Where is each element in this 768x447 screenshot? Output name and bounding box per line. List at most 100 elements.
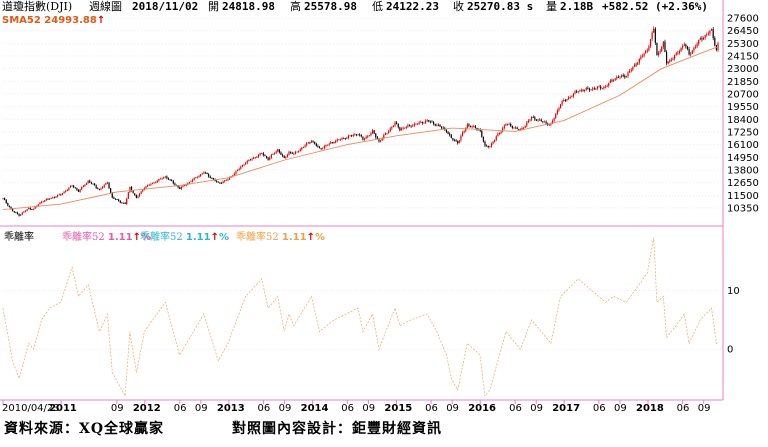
candle-body (592, 88, 594, 90)
candle-body (498, 133, 501, 134)
candle-body (236, 169, 239, 171)
candle-body (185, 184, 187, 186)
candle-body (285, 156, 287, 158)
candle-body (667, 61, 669, 64)
candle-body (147, 184, 149, 187)
candle-body (712, 29, 714, 39)
candle-body (466, 124, 468, 129)
candle-body (518, 128, 520, 130)
price-tick-label: 25300 (727, 39, 759, 50)
time-tick-label: 09 (195, 403, 208, 414)
candle-body (45, 198, 47, 201)
time-tick-label: 06 (258, 403, 271, 414)
candle-body (620, 75, 623, 77)
candle-body (481, 130, 483, 137)
candle-body (198, 175, 200, 178)
up-arrow-icon: ↑ (210, 232, 219, 243)
candle-body (404, 127, 406, 129)
candle-body (145, 186, 147, 189)
close-value: 25270.83 s (467, 0, 534, 13)
candle-body (29, 208, 31, 210)
candle-body (476, 127, 478, 130)
candle-body (685, 44, 687, 47)
candle-body (55, 196, 57, 198)
candle-body (254, 157, 256, 159)
candle-body (220, 182, 223, 184)
candle-body (180, 186, 182, 189)
time-tick-label: 09 (111, 403, 124, 414)
candle-body (469, 125, 472, 128)
candle-body (135, 195, 137, 198)
candle-body (362, 136, 364, 140)
time-tick-label: 2016 (468, 403, 496, 414)
candle-body (344, 138, 346, 139)
candle-body (212, 178, 215, 180)
candle-body (590, 89, 592, 91)
price-tick-label: 19550 (727, 102, 759, 113)
candle-body (34, 207, 36, 209)
candle-body (32, 208, 35, 210)
candle-body (524, 125, 526, 128)
time-tick-label: 09 (362, 403, 375, 414)
candle-body (209, 176, 211, 178)
candle-body (640, 56, 642, 59)
candle-body (396, 122, 398, 124)
candle-body (298, 151, 300, 153)
candle-body (656, 42, 658, 56)
candle-body (368, 135, 370, 137)
candle-body (436, 124, 438, 126)
candle-body (661, 46, 663, 52)
candle-body (477, 129, 480, 131)
candle-body (66, 189, 68, 192)
candle-body (625, 76, 628, 78)
candle-body (92, 183, 94, 185)
candle-body (646, 50, 648, 52)
candle-body (273, 153, 276, 155)
candle-body (497, 133, 499, 137)
candle-body (502, 128, 504, 132)
bias-legend-3-label: 乖離率52 (236, 232, 279, 243)
candle-body (468, 124, 470, 126)
candle-body (265, 156, 268, 158)
candle-body (428, 120, 430, 122)
candle-body (696, 43, 698, 47)
candle-body (61, 193, 64, 195)
candle-body (31, 209, 33, 211)
candle-body (421, 121, 423, 124)
candle-body (190, 181, 192, 183)
candle-body (90, 182, 92, 184)
candle-body (76, 188, 78, 191)
candle-body (632, 66, 634, 70)
candle-body (301, 147, 303, 150)
candle-body (363, 138, 366, 140)
candle-body (482, 136, 485, 142)
bias-legend-2-label: 乖離率52 (140, 232, 183, 243)
candle-body (175, 184, 178, 186)
time-tick-label: 2017 (552, 403, 580, 414)
candle-body (614, 78, 616, 81)
candle-body (85, 182, 88, 186)
candle-body (600, 86, 602, 89)
candle-body (648, 46, 650, 51)
candle-body (275, 151, 277, 154)
candle-body (294, 151, 297, 154)
candle-body (455, 140, 457, 142)
candle-body (516, 127, 518, 129)
candle-body (259, 153, 261, 156)
candle-body (532, 116, 534, 118)
candle-body (28, 208, 30, 210)
candle-body (137, 196, 139, 198)
candle-body (555, 113, 557, 119)
candle-body (343, 138, 345, 139)
candle-body (16, 212, 19, 215)
candle-body (367, 135, 369, 137)
sma-legend: SMA52 24993.88↑ (2, 15, 105, 26)
price-tick-label: 26450 (727, 26, 759, 37)
candle-body (543, 121, 546, 123)
candle-body (240, 166, 242, 169)
candle-body (384, 133, 387, 135)
candle-body (177, 185, 179, 188)
candle-body (171, 179, 173, 182)
candle-body (201, 173, 203, 175)
candle-body (561, 101, 563, 105)
